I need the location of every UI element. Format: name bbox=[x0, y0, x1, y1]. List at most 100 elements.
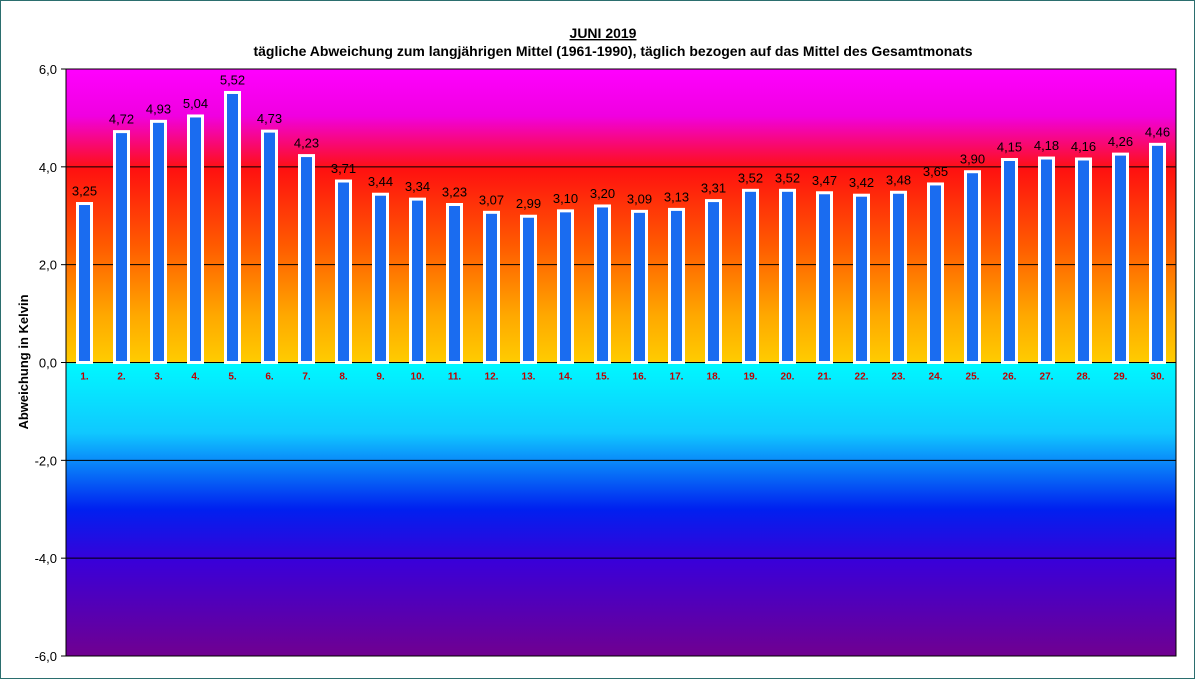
data-label: 3,31 bbox=[701, 181, 726, 196]
data-label: 3,23 bbox=[442, 184, 467, 199]
x-tick-label: 18. bbox=[707, 372, 721, 383]
x-tick-label: 14. bbox=[559, 372, 573, 383]
data-label: 4,16 bbox=[1071, 139, 1096, 154]
x-tick-label: 19. bbox=[744, 372, 758, 383]
bar bbox=[409, 197, 426, 364]
data-label: 3,25 bbox=[72, 184, 97, 199]
bar bbox=[557, 209, 574, 364]
x-tick-label: 11. bbox=[448, 372, 462, 383]
bar bbox=[1149, 142, 1166, 364]
data-label: 4,26 bbox=[1108, 134, 1133, 149]
data-label: 3,52 bbox=[738, 170, 763, 185]
x-tick-label: 8. bbox=[339, 372, 348, 383]
data-label: 3,71 bbox=[331, 161, 356, 176]
data-label: 4,72 bbox=[109, 112, 134, 127]
y-tick-label: 6,0 bbox=[39, 62, 57, 77]
bar bbox=[187, 114, 204, 364]
data-label: 3,34 bbox=[405, 179, 430, 194]
bar bbox=[964, 170, 981, 364]
bar bbox=[483, 210, 500, 364]
x-tick-label: 10. bbox=[411, 372, 425, 383]
bar bbox=[446, 202, 463, 364]
data-label: 3,47 bbox=[812, 173, 837, 188]
bar bbox=[335, 179, 352, 364]
x-tick-label: 15. bbox=[596, 372, 610, 383]
data-label: 3,52 bbox=[775, 170, 800, 185]
data-label: 3,90 bbox=[960, 152, 985, 167]
data-label: 3,65 bbox=[923, 164, 948, 179]
x-tick-label: 13. bbox=[522, 372, 536, 383]
data-label: 4,46 bbox=[1145, 124, 1170, 139]
x-tick-label: 4. bbox=[191, 372, 200, 383]
bar bbox=[890, 190, 907, 364]
bar bbox=[1075, 157, 1092, 364]
x-tick-label: 6. bbox=[265, 372, 274, 383]
bar bbox=[113, 130, 130, 364]
data-label: 3,44 bbox=[368, 174, 393, 189]
y-tick-label: -4,0 bbox=[35, 551, 57, 566]
bar bbox=[298, 154, 315, 364]
x-tick-label: 20. bbox=[781, 372, 795, 383]
x-tick-label: 23. bbox=[892, 372, 906, 383]
x-tick-label: 1. bbox=[80, 372, 89, 383]
data-label: 4,93 bbox=[146, 101, 171, 116]
data-label: 3,13 bbox=[664, 189, 689, 204]
x-tick-label: 2. bbox=[117, 372, 126, 383]
data-label: 4,73 bbox=[257, 111, 282, 126]
y-tick-label: -2,0 bbox=[35, 453, 57, 468]
bar bbox=[705, 199, 722, 364]
x-tick-label: 30. bbox=[1151, 372, 1165, 383]
data-label: 4,15 bbox=[997, 139, 1022, 154]
bar bbox=[224, 90, 241, 364]
chart-subtitle: tägliche Abweichung zum langjährigen Mit… bbox=[253, 43, 972, 59]
x-tick-label: 17. bbox=[670, 372, 684, 383]
data-label: 3,10 bbox=[553, 191, 578, 206]
x-tick-label: 16. bbox=[633, 372, 647, 383]
bar bbox=[816, 191, 833, 364]
x-tick-label: 21. bbox=[818, 372, 832, 383]
x-tick-label: 5. bbox=[228, 372, 237, 383]
data-label: 3,48 bbox=[886, 172, 911, 187]
bar bbox=[150, 119, 167, 364]
bar bbox=[76, 202, 93, 364]
bar bbox=[372, 192, 389, 364]
bar bbox=[668, 207, 685, 364]
x-axis: 1. 2. 3. 4. 5. 6. 7. 8. 9. 10. 11. 12. 13. 14. 15. 16. 1… bbox=[80, 372, 1164, 383]
x-tick-label: 7. bbox=[302, 372, 311, 383]
bar bbox=[631, 209, 648, 364]
bar bbox=[261, 129, 278, 364]
data-label: 5,52 bbox=[220, 72, 245, 87]
data-label: 3,09 bbox=[627, 191, 652, 206]
y-tick-label: 4,0 bbox=[39, 160, 57, 175]
bar bbox=[1112, 152, 1129, 364]
data-labels: 3,25 4,72 4,93 5,04 5,52 4,73 4,23 3,71 3,44 3,34… bbox=[72, 72, 1170, 211]
x-tick-label: 9. bbox=[376, 372, 385, 383]
y-tick-label: 0,0 bbox=[39, 356, 57, 371]
x-tick-label: 26. bbox=[1003, 372, 1017, 383]
x-tick-label: 25. bbox=[966, 372, 980, 383]
bar bbox=[520, 214, 537, 364]
y-tick-label: -6,0 bbox=[35, 649, 57, 664]
x-tick-label: 24. bbox=[929, 372, 943, 383]
bar bbox=[594, 204, 611, 364]
bar bbox=[853, 193, 870, 364]
data-label: 3,07 bbox=[479, 192, 504, 207]
x-tick-label: 29. bbox=[1114, 372, 1128, 383]
y-axis: 6,0 4,0 2,0 0,0 -2,0 -4,0 -6,0 bbox=[35, 62, 66, 664]
bar bbox=[1038, 156, 1055, 364]
bar bbox=[742, 188, 759, 364]
bar bbox=[1001, 157, 1018, 364]
bar bbox=[779, 188, 796, 364]
x-tick-label: 12. bbox=[485, 372, 499, 383]
x-tick-label: 22. bbox=[855, 372, 869, 383]
x-tick-label: 3. bbox=[154, 372, 163, 383]
y-axis-label: Abweichung in Kelvin bbox=[16, 294, 31, 429]
bars bbox=[76, 90, 1166, 364]
gridlines bbox=[66, 166, 1176, 559]
data-label: 5,04 bbox=[183, 96, 208, 111]
data-label: 4,23 bbox=[294, 136, 319, 151]
y-tick-label: 2,0 bbox=[39, 258, 57, 273]
bar bbox=[927, 182, 944, 364]
x-tick-label: 28. bbox=[1077, 372, 1091, 383]
